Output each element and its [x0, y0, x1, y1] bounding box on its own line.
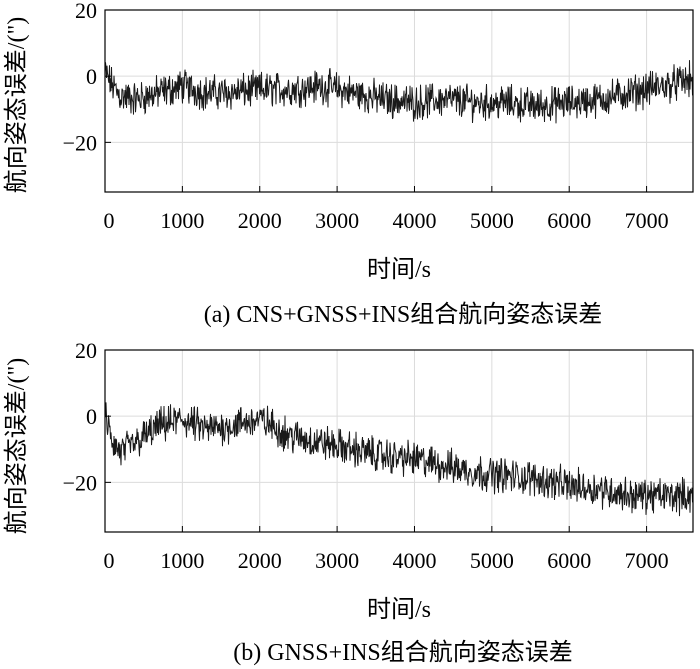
x-axis-label: 时间/s: [367, 596, 431, 623]
y-axis-label: 航向姿态误差/("): [3, 358, 30, 534]
x-tick-label: 5000: [470, 548, 514, 573]
x-tick-label: 1000: [160, 208, 204, 233]
series-line: [105, 402, 693, 517]
plot-frame: [104, 9, 694, 193]
x-tick-label: 1000: [160, 548, 204, 573]
y-tick-label: 20: [75, 0, 97, 23]
y-tick-label: 0: [86, 404, 97, 429]
x-tick-label: 2000: [238, 208, 282, 233]
x-tick-label: 4000: [392, 548, 436, 573]
x-tick-label: 0: [104, 208, 115, 233]
x-tick-label: 6000: [547, 208, 591, 233]
x-tick-label: 3000: [315, 208, 359, 233]
plot-frame: [104, 349, 694, 533]
x-tick-label: 5000: [470, 208, 514, 233]
x-tick-label: 7000: [625, 548, 669, 573]
x-tick-label: 7000: [625, 208, 669, 233]
x-tick-label: 4000: [392, 208, 436, 233]
y-tick-label: 0: [86, 64, 97, 89]
panel-a: 20 0 −20 0 1000 2000 3000 4000 5000 6000 7000 时间/s 航…: [3, 0, 694, 328]
y-tick-label: −20: [63, 470, 97, 495]
series-line: [105, 60, 693, 124]
y-tick-label: 20: [75, 338, 97, 363]
x-axis-label: 时间/s: [367, 256, 431, 283]
panel-caption: (a) CNS+GNSS+INS组合航向姿态误差: [204, 301, 602, 328]
x-tick-label: 0: [104, 548, 115, 573]
y-tick-label: −20: [63, 130, 97, 155]
x-tick-label: 6000: [547, 548, 591, 573]
y-axis-label: 航向姿态误差/("): [3, 17, 30, 193]
panel-caption: (b) GNSS+INS组合航向姿态误差: [233, 639, 573, 666]
x-tick-label: 2000: [238, 548, 282, 573]
x-tick-label: 3000: [315, 548, 359, 573]
panel-b: 20 0 −20 0 1000 2000 3000 4000 5000 6000 7000 时间/s 航…: [3, 338, 694, 666]
